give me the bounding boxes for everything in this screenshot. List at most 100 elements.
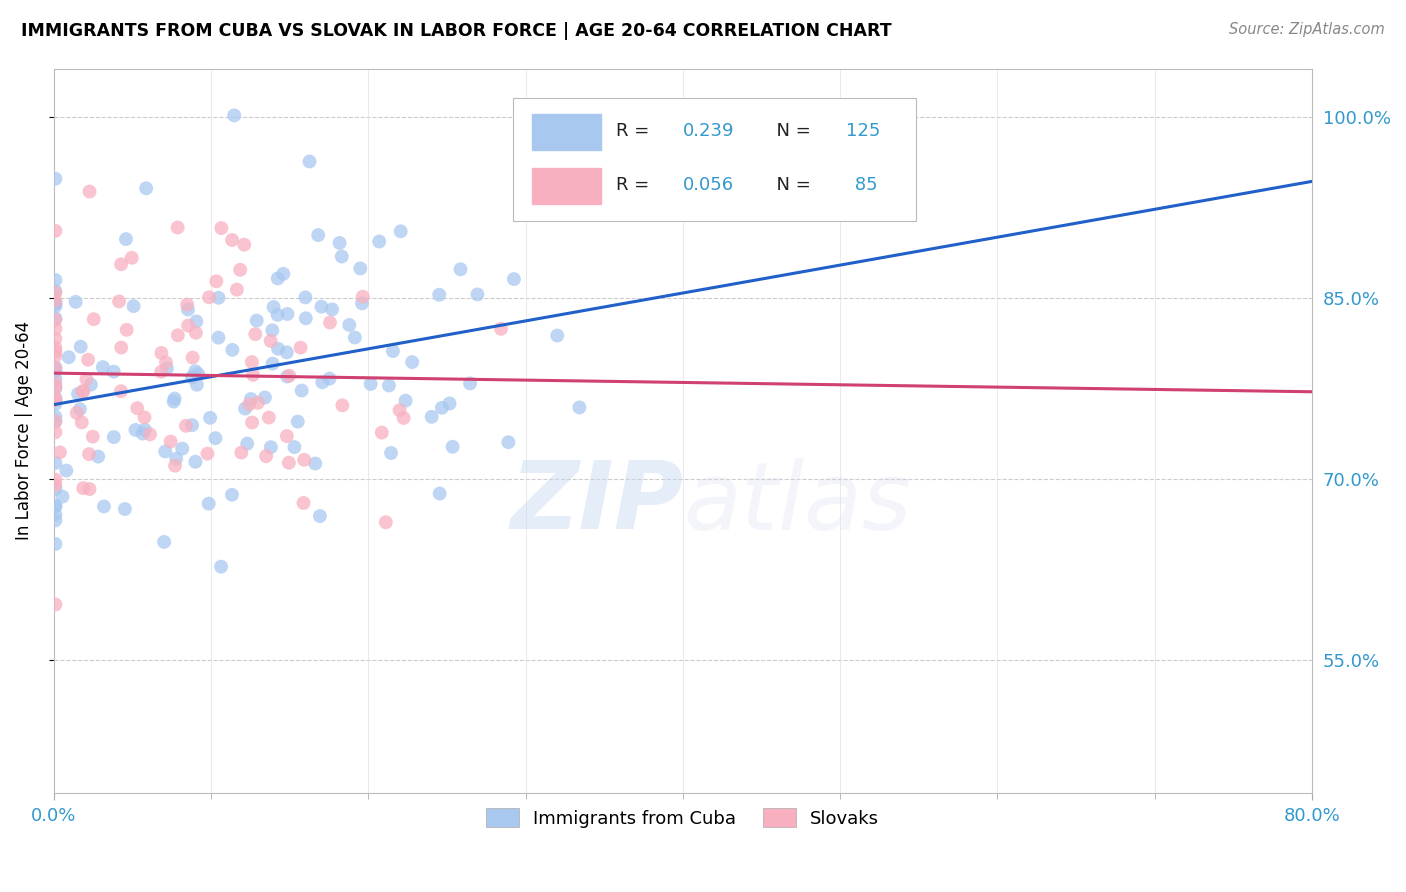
Point [70, 416, 93, 430]
Point [224, 108, 246, 122]
Point [44, 273, 66, 287]
Point [150, 365, 173, 379]
Point [291, 384, 314, 398]
Point [207, 331, 229, 345]
Point [72, 481, 94, 495]
Point [197, 497, 219, 511]
Point [277, 456, 299, 470]
Point [110, 257, 132, 271]
Point [186, 377, 208, 392]
Point [231, 445, 253, 459]
Point [221, 343, 243, 357]
Point [381, 344, 404, 359]
Point [184, 364, 207, 378]
Point [467, 287, 489, 301]
Point [430, 401, 453, 415]
Point [44, 284, 66, 298]
Text: ZIP: ZIP [510, 458, 683, 549]
Point [318, 371, 340, 385]
Point [44, 311, 66, 326]
Point [79, 482, 101, 496]
Point [489, 322, 512, 336]
Point [93, 500, 115, 514]
Text: IMMIGRANTS FROM CUBA VS SLOVAK IN LABOR FORCE | AGE 20-64 CORRELATION CHART: IMMIGRANTS FROM CUBA VS SLOVAK IN LABOR … [21, 22, 891, 40]
Point [44, 285, 66, 300]
Point [44, 537, 66, 551]
Point [633, 205, 655, 219]
Point [360, 376, 382, 391]
Point [87, 450, 110, 464]
Point [155, 355, 177, 369]
Text: 0.239: 0.239 [683, 121, 734, 139]
Point [83, 312, 105, 326]
Legend: Immigrants from Cuba, Slovaks: Immigrants from Cuba, Slovaks [479, 801, 887, 835]
Point [380, 446, 402, 460]
Point [450, 262, 472, 277]
Point [135, 181, 157, 195]
Point [44, 349, 66, 363]
Point [44, 414, 66, 428]
Point [77, 352, 100, 367]
Point [267, 342, 290, 356]
Point [290, 341, 312, 355]
Point [44, 414, 66, 428]
Point [311, 300, 333, 314]
Point [79, 185, 101, 199]
Point [260, 440, 283, 454]
Bar [531, 114, 602, 150]
Point [332, 398, 354, 412]
Point [44, 376, 66, 391]
Text: 125: 125 [846, 121, 880, 139]
Point [139, 427, 162, 442]
Point [114, 502, 136, 516]
Point [263, 300, 285, 314]
Point [110, 341, 132, 355]
Point [44, 322, 66, 336]
Point [163, 392, 186, 406]
Point [110, 384, 132, 399]
Point [174, 418, 197, 433]
Point [242, 368, 264, 382]
Point [163, 458, 186, 473]
Point [253, 391, 276, 405]
Text: 0.056: 0.056 [683, 176, 734, 194]
Point [51, 490, 73, 504]
Text: 85: 85 [849, 176, 877, 194]
Point [276, 429, 298, 443]
Point [166, 220, 188, 235]
Point [72, 384, 94, 399]
Point [55, 464, 77, 478]
Point [368, 235, 391, 249]
Text: N =: N = [765, 176, 815, 194]
Point [388, 403, 411, 417]
Point [254, 449, 277, 463]
Point [103, 365, 125, 379]
Point [209, 221, 232, 235]
Point [44, 499, 66, 513]
Point [187, 367, 209, 381]
Point [238, 397, 260, 411]
Point [103, 430, 125, 444]
Point [134, 410, 156, 425]
Point [166, 328, 188, 343]
Point [44, 224, 66, 238]
Point [44, 380, 66, 394]
Point [401, 355, 423, 369]
Point [44, 513, 66, 527]
Point [67, 386, 90, 401]
Text: R =: R = [616, 176, 655, 194]
Point [276, 307, 298, 321]
Point [44, 391, 66, 405]
Point [259, 334, 281, 348]
Point [273, 267, 295, 281]
Point [392, 411, 415, 425]
Point [44, 360, 66, 375]
Point [654, 205, 676, 219]
Point [205, 274, 228, 288]
Point [295, 311, 318, 326]
Point [304, 457, 326, 471]
Point [328, 235, 350, 250]
Point [77, 447, 100, 461]
Point [371, 425, 394, 440]
Point [374, 515, 396, 529]
